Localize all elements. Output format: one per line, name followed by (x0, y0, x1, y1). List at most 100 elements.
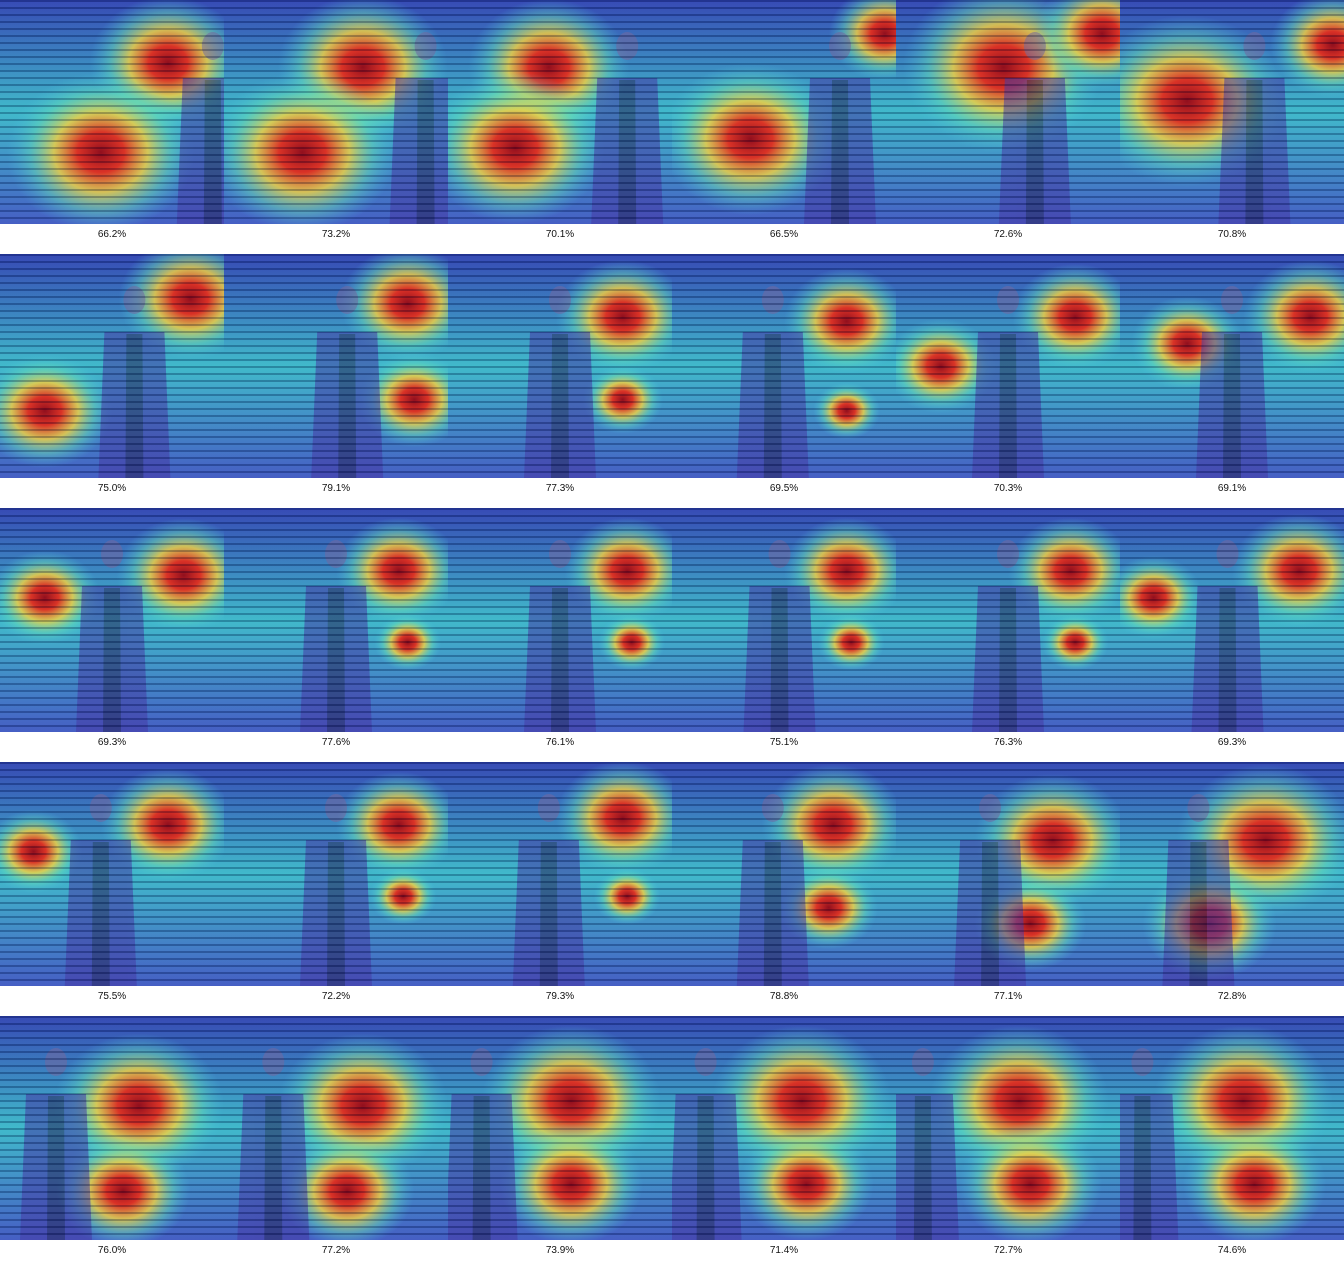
attention-heatmap (0, 254, 224, 478)
person-silhouette (743, 540, 816, 732)
attention-heatmap (1120, 1016, 1344, 1240)
person-silhouette (524, 540, 596, 732)
person-silhouette (1191, 540, 1264, 732)
shutter-stripes (672, 0, 896, 224)
person-shirt (103, 588, 121, 732)
frame-cell: 76.0% (0, 1016, 224, 1270)
person-head (1243, 32, 1266, 60)
attention-heatmap (0, 762, 224, 986)
frame-cell: 78.8% (672, 762, 896, 1016)
heatmap-image (224, 0, 448, 224)
heatmap-image (896, 254, 1120, 478)
frame-score-caption: 72.8% (1217, 991, 1247, 1002)
heat-spot (828, 0, 896, 82)
heat-spot (100, 767, 224, 882)
person-silhouette (64, 794, 137, 986)
person-silhouette (98, 286, 171, 478)
heat-spot (896, 318, 997, 414)
person-shirt (1245, 80, 1264, 224)
frame-score-caption: 75.0% (97, 483, 127, 494)
frame-cell: 72.8% (1120, 762, 1344, 1016)
frame-score-caption: 74.6% (1217, 1245, 1247, 1256)
frame-score-caption: 79.1% (321, 483, 351, 494)
person-shirt (1189, 842, 1208, 986)
frame-score-caption: 77.2% (321, 1245, 351, 1256)
heatmap-image (672, 254, 896, 478)
heat-spot (672, 62, 840, 216)
heat-spot (784, 517, 896, 625)
frame-score-caption: 66.5% (769, 229, 799, 240)
shutter-stripes (224, 508, 448, 732)
attention-heatmap (0, 1016, 224, 1240)
person-silhouette (1120, 1048, 1179, 1240)
heatmap-image (896, 0, 1120, 224)
frame-cell: 72.6% (896, 0, 1120, 254)
person-shirt (416, 80, 435, 224)
shutter-stripes (448, 508, 672, 732)
frame-score-caption: 70.3% (993, 483, 1023, 494)
shutter-stripes (1120, 762, 1344, 986)
person-shirt (47, 1096, 65, 1240)
person-silhouette (736, 286, 809, 478)
person-silhouette (972, 540, 1044, 732)
heat-spot (0, 550, 101, 646)
heatmap-image (672, 0, 896, 224)
person-shirt (1223, 334, 1241, 478)
person-head (1216, 540, 1239, 568)
person-head (123, 286, 146, 314)
person-shirt (999, 334, 1017, 478)
attention-heatmap (448, 0, 672, 224)
shutter-stripes (672, 1016, 896, 1240)
shutter-stripes (896, 0, 1120, 224)
person-shirt (1218, 588, 1237, 732)
frame-cell: 76.1% (448, 508, 672, 762)
frame-score-caption: 70.8% (1217, 229, 1247, 240)
person-head (1221, 286, 1243, 314)
heatmap-image (224, 762, 448, 986)
person-silhouette (736, 794, 809, 986)
person-silhouette (311, 286, 384, 478)
heat-spot (1012, 263, 1120, 371)
frame-cell: 70.8% (1120, 0, 1344, 254)
person-shirt (551, 334, 569, 478)
person-shirt (1133, 1096, 1152, 1240)
shutter-stripes (0, 0, 224, 224)
shutter-stripes (896, 254, 1120, 478)
heatmap-image (224, 254, 448, 478)
frame-score-caption: 66.2% (97, 229, 127, 240)
person-head (537, 794, 560, 822)
attention-heatmap (448, 254, 672, 478)
shutter-stripes (1120, 508, 1344, 732)
frame-cell: 72.7% (896, 1016, 1120, 1270)
person-shirt (981, 842, 1000, 986)
heatmap-image (672, 508, 896, 732)
person-silhouette (300, 794, 372, 986)
frame-score-caption: 75.5% (97, 991, 127, 1002)
frame-score-caption: 76.3% (993, 737, 1023, 748)
heat-spot (582, 365, 664, 434)
heat-spot (739, 1126, 874, 1240)
frame-cell: 77.2% (224, 1016, 448, 1270)
frame-score-caption: 69.3% (97, 737, 127, 748)
person-silhouette (591, 32, 664, 224)
shutter-stripes (448, 254, 672, 478)
frame-cell: 75.1% (672, 508, 896, 762)
person-silhouette (972, 286, 1044, 478)
attention-heatmap (672, 254, 896, 478)
person-shirt (539, 842, 558, 986)
frame-score-caption: 71.4% (769, 1245, 799, 1256)
heat-spot (593, 867, 661, 925)
frame-score-caption: 76.0% (97, 1245, 127, 1256)
heatmap-image (1120, 1016, 1344, 1240)
person-silhouette (1162, 794, 1235, 986)
person-silhouette (389, 32, 448, 224)
frame-score-caption: 72.6% (993, 229, 1023, 240)
frame-score-caption: 73.9% (545, 1245, 575, 1256)
shutter-stripes (896, 1016, 1120, 1240)
person-silhouette (954, 794, 1027, 986)
frame-cell: 73.2% (224, 0, 448, 254)
person-shirt (1025, 80, 1044, 224)
heatmap-image (448, 254, 672, 478)
person-shirt (327, 588, 345, 732)
person-silhouette (998, 32, 1071, 224)
